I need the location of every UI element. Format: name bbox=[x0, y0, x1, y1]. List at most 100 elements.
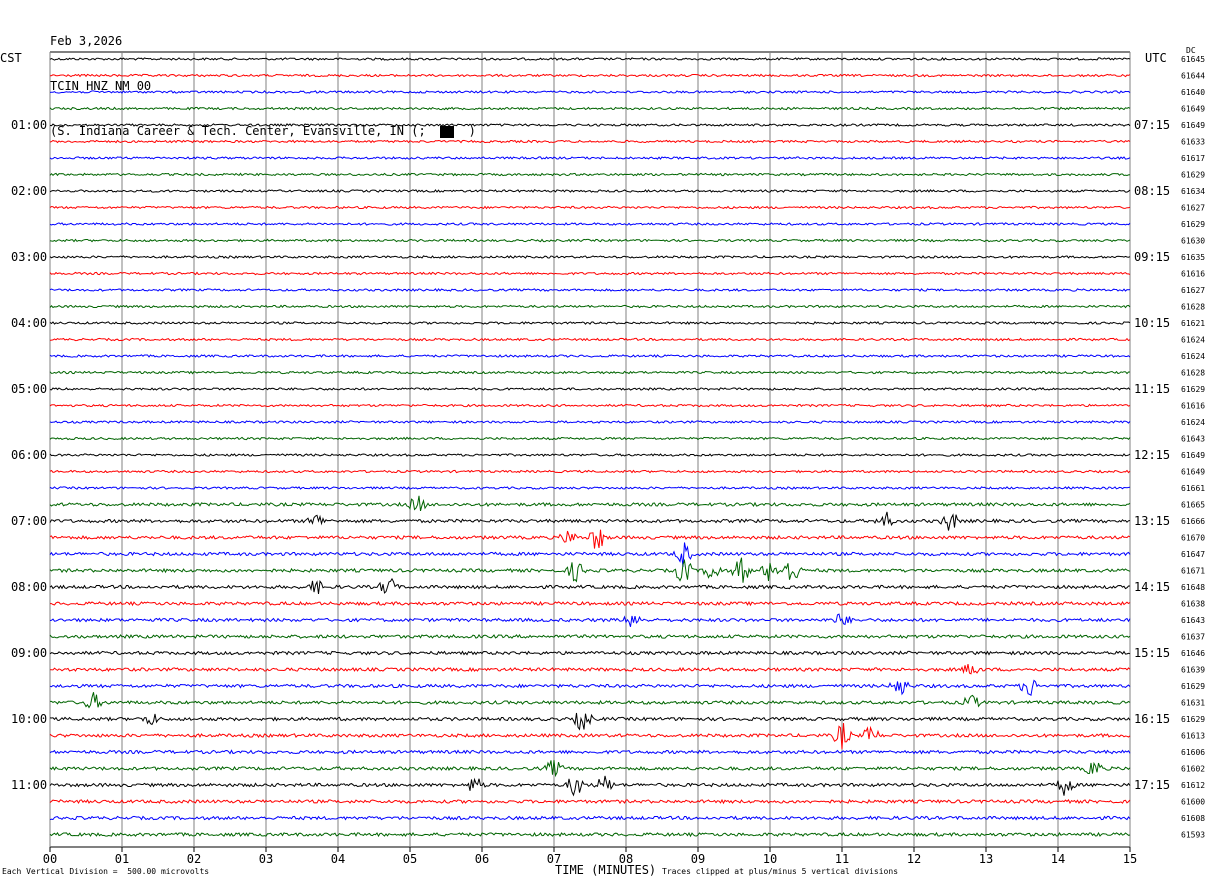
trace-row bbox=[49, 712, 1131, 731]
trace-row bbox=[50, 664, 1131, 675]
dc-offset-label: 61665 bbox=[1181, 501, 1205, 510]
right-hour-label: 15:15 bbox=[1134, 646, 1170, 660]
dc-offset-label: 61593 bbox=[1181, 831, 1205, 840]
x-tick-label: 05 bbox=[403, 852, 417, 866]
scale-note: Each Vertical Division = 500.00 microvol… bbox=[2, 867, 209, 876]
x-tick-label: 10 bbox=[763, 852, 777, 866]
x-axis: 00 01 02 03 04 05 06 07 08 09 10 11 12 13 14 15 bbox=[43, 847, 1137, 866]
dc-offset-label: 61621 bbox=[1181, 319, 1205, 328]
dc-offset-label: 61633 bbox=[1181, 138, 1205, 147]
right-hour-label: 16:15 bbox=[1134, 712, 1170, 726]
dc-offset-label: 61648 bbox=[1181, 583, 1205, 592]
right-hour-label: 13:15 bbox=[1134, 514, 1170, 528]
trace-row bbox=[49, 831, 1131, 838]
right-hour-label: 08:15 bbox=[1134, 184, 1170, 198]
x-tick-label: 07 bbox=[547, 852, 561, 866]
dc-offset-label: 61661 bbox=[1181, 484, 1205, 493]
header-location: (S. Indiana Career & Tech. Center, Evans… bbox=[50, 124, 476, 139]
x-tick-label: 04 bbox=[331, 852, 345, 866]
trace-row bbox=[49, 469, 1131, 474]
x-tick-label: 03 bbox=[259, 852, 273, 866]
trace-row bbox=[49, 370, 1130, 375]
dc-offset-label: 61629 bbox=[1181, 682, 1205, 691]
trace-row bbox=[49, 222, 1131, 226]
right-timezone-label: UTC bbox=[1145, 51, 1167, 65]
x-tick-label: 12 bbox=[907, 852, 921, 866]
dc-offset-label: 61616 bbox=[1181, 270, 1205, 279]
trace-row bbox=[49, 798, 1131, 805]
dc-offset-label: 61635 bbox=[1181, 253, 1205, 262]
clip-note: Traces clipped at plus/minus 5 vertical … bbox=[662, 867, 899, 876]
right-hour-label: 11:15 bbox=[1134, 382, 1170, 396]
x-tick-label: 02 bbox=[187, 852, 201, 866]
trace-row bbox=[49, 486, 1131, 490]
trace-row bbox=[49, 321, 1131, 325]
left-hour-label: 05:00 bbox=[11, 382, 47, 396]
trace-row bbox=[49, 436, 1131, 441]
dc-offset-label: 61613 bbox=[1181, 732, 1205, 741]
dc-offset-label: 61612 bbox=[1181, 781, 1205, 790]
x-tick-label: 11 bbox=[835, 852, 849, 866]
dc-offset-label: 61608 bbox=[1181, 814, 1205, 823]
hour-labels: 01:00 07:15 02:00 08:15 03:00 09:15 04:00 10:15… bbox=[11, 118, 1170, 792]
dc-offset-header: DC bbox=[1186, 46, 1196, 55]
trace-row bbox=[49, 650, 1131, 656]
left-hour-label: 09:00 bbox=[11, 646, 47, 660]
dc-offset-label: 61640 bbox=[1181, 88, 1205, 97]
dc-offset-label: 61629 bbox=[1181, 220, 1205, 229]
left-hour-label: 02:00 bbox=[11, 184, 47, 198]
dc-offset-label: 61644 bbox=[1181, 72, 1205, 81]
dc-offset-label: 61627 bbox=[1181, 286, 1205, 295]
dc-offset-label: 61631 bbox=[1181, 699, 1205, 708]
dc-offset-label: 61646 bbox=[1181, 649, 1205, 658]
x-tick-label: 09 bbox=[691, 852, 705, 866]
dc-offset-label: 61616 bbox=[1181, 402, 1205, 411]
right-hour-label: 10:15 bbox=[1134, 316, 1170, 330]
trace-row bbox=[49, 749, 1131, 755]
header-location-text: (S. Indiana Career & Tech. Center, Evans… bbox=[50, 124, 441, 138]
dc-offset-label: 61627 bbox=[1181, 204, 1205, 213]
trace-row bbox=[49, 73, 1131, 78]
trace-row bbox=[49, 403, 1131, 408]
trace-row bbox=[49, 633, 1131, 639]
x-tick-label: 08 bbox=[619, 852, 633, 866]
dc-offset-label: 61617 bbox=[1181, 154, 1205, 163]
trace-row bbox=[49, 453, 1131, 457]
right-hour-label: 12:15 bbox=[1134, 448, 1170, 462]
right-hour-label: 07:15 bbox=[1134, 118, 1170, 132]
trace-row bbox=[49, 354, 1131, 358]
dc-offset-labels: 61645 61644 61640 61649 61649 61633 61617 61629… bbox=[1181, 55, 1205, 840]
dc-offset-label: 61630 bbox=[1181, 237, 1205, 246]
dc-offset-label: 61671 bbox=[1181, 567, 1205, 576]
trace-row bbox=[49, 557, 1131, 583]
right-hour-label: 17:15 bbox=[1134, 778, 1170, 792]
dc-offset-label: 61629 bbox=[1181, 715, 1205, 724]
trace-row bbox=[49, 288, 1131, 292]
trace-row bbox=[49, 156, 1131, 160]
header-channel: TCIN HNZ NM 00 bbox=[50, 79, 152, 93]
trace-row bbox=[49, 189, 1131, 193]
trace-row bbox=[49, 205, 1131, 210]
left-hour-label: 03:00 bbox=[11, 250, 47, 264]
dc-offset-label: 61606 bbox=[1181, 748, 1205, 757]
trace-row bbox=[49, 760, 1131, 778]
trace-row bbox=[49, 123, 1131, 127]
left-hour-label: 04:00 bbox=[11, 316, 47, 330]
dc-offset-label: 61637 bbox=[1181, 633, 1205, 642]
trace-row bbox=[49, 387, 1131, 391]
left-hour-label: 08:00 bbox=[11, 580, 47, 594]
trace-row bbox=[49, 337, 1131, 342]
left-hour-label: 10:00 bbox=[11, 712, 47, 726]
dc-offset-label: 61647 bbox=[1181, 550, 1205, 559]
trace-row bbox=[49, 679, 1131, 697]
dc-offset-label: 61643 bbox=[1181, 435, 1205, 444]
chart-header: Feb 3,2026 TCIN HNZ NM 00 (S. Indiana Ca… bbox=[50, 4, 476, 154]
dc-offset-label: 61624 bbox=[1181, 336, 1205, 345]
dc-offset-label: 61624 bbox=[1181, 418, 1205, 427]
trace-row bbox=[49, 815, 1131, 821]
dc-offset-label: 61649 bbox=[1181, 105, 1205, 114]
right-hour-label: 09:15 bbox=[1134, 250, 1170, 264]
left-hour-label: 07:00 bbox=[11, 514, 47, 528]
trace-row bbox=[49, 57, 1131, 61]
